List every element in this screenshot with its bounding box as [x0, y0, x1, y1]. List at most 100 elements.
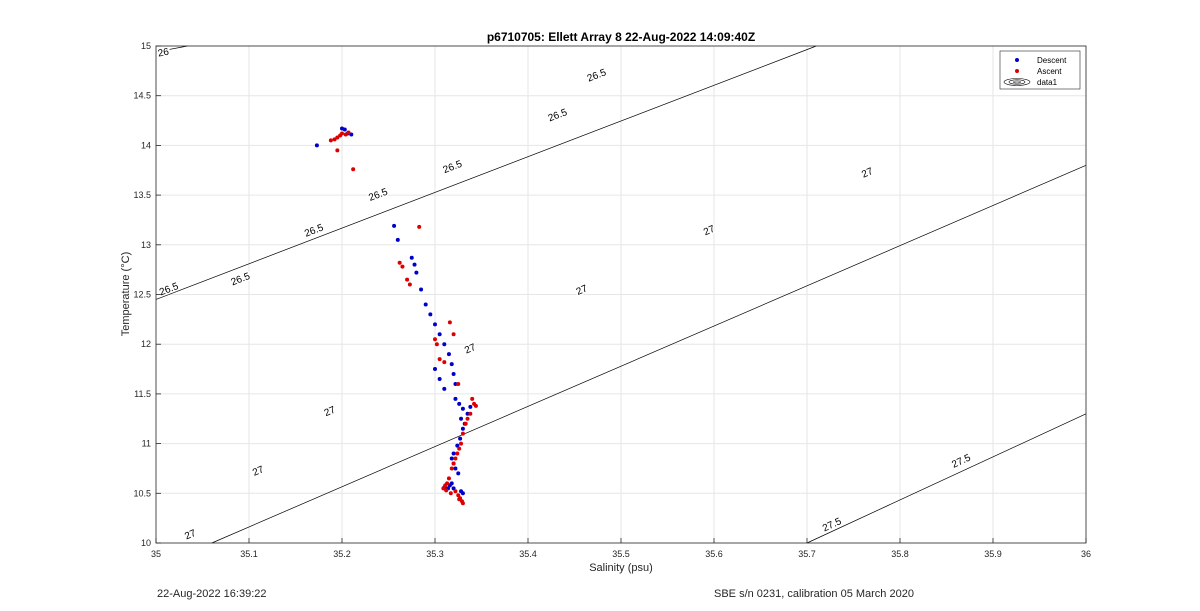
data-point-descent [442, 342, 447, 347]
data-point-ascent [455, 451, 460, 456]
y-tick-label: 12.5 [133, 290, 151, 300]
data-point-descent [395, 237, 400, 242]
y-tick-label: 10.5 [133, 488, 151, 498]
data-point-ascent [456, 493, 461, 498]
y-tick-label: 14 [141, 140, 151, 150]
contour-line-26 [155, 45, 188, 53]
data-point-descent [446, 352, 451, 357]
data-point-descent [414, 270, 419, 275]
data-point-ascent [335, 135, 340, 140]
y-tick-label: 13.5 [133, 190, 151, 200]
data-point-descent [465, 411, 470, 416]
x-tick-label: 35.6 [705, 549, 723, 559]
contour-line-27-5 [806, 413, 1087, 544]
data-point-ascent [328, 138, 333, 143]
legend-box [999, 50, 1081, 90]
data-point-ascent [460, 431, 465, 436]
data-point-descent [447, 483, 452, 488]
data-point-ascent [465, 416, 470, 421]
data-point-ascent [351, 167, 356, 172]
x-tick-label: 35.8 [891, 549, 909, 559]
data-point-descent [453, 381, 458, 386]
legend-label-ascent: Ascent [1037, 67, 1062, 76]
data-point-ascent [417, 224, 422, 229]
data-point-descent [451, 372, 456, 377]
data-point-ascent [470, 396, 475, 401]
data-point-descent [468, 404, 473, 409]
data-point-ascent [446, 476, 451, 481]
data-point-ascent [397, 260, 402, 265]
data-point-ascent [453, 456, 458, 461]
data-point-ascent [434, 342, 439, 347]
data-point-ascent [447, 320, 452, 325]
x-tick-label: 35.7 [798, 549, 816, 559]
data-point-ascent [437, 357, 442, 362]
data-point-descent [456, 471, 461, 476]
data-point-ascent [343, 132, 348, 137]
data-point-descent [314, 143, 319, 148]
contour-line-27 [211, 164, 1087, 544]
data-point-descent [437, 376, 442, 381]
y-tick-label: 13 [141, 240, 151, 250]
data-point-descent [453, 466, 458, 471]
y-tick-label: 14.5 [133, 91, 151, 101]
x-tick-label: 35.4 [519, 549, 537, 559]
data-point-ascent [449, 466, 454, 471]
data-point-ascent [335, 148, 340, 153]
data-point-ascent [340, 131, 344, 136]
data-points [314, 126, 478, 506]
y-tick-label: 10 [141, 538, 151, 548]
x-tick-label: 35.1 [240, 549, 258, 559]
data-point-descent [428, 312, 433, 317]
data-point-ascent [346, 130, 351, 135]
x-tick-label: 35.9 [984, 549, 1002, 559]
x-tick-label: 35.3 [426, 549, 444, 559]
legend-label-data1: data1 [1037, 78, 1058, 87]
x-tick-label: 35 [151, 549, 161, 559]
y-tick-label: 12 [141, 339, 151, 349]
data-point-ascent [451, 461, 456, 466]
data-point-ascent [433, 337, 437, 342]
legend-marker-ascent [1015, 69, 1019, 73]
data-point-descent [460, 491, 465, 496]
data-point-descent [349, 132, 354, 137]
data-point-descent [342, 127, 347, 132]
data-point-descent [460, 406, 465, 411]
data-point-ascent [444, 488, 449, 493]
data-point-descent [412, 262, 417, 267]
data-point-descent [433, 367, 437, 372]
data-point-ascent [443, 483, 448, 488]
data-point-descent [451, 486, 456, 491]
footer-timestamp: 22-Aug-2022 16:39:22 [157, 588, 267, 600]
data-point-descent [460, 426, 465, 431]
data-point-ascent [460, 501, 465, 506]
data-point-ascent [451, 332, 456, 337]
x-tick-label: 35.5 [612, 549, 630, 559]
footer-calibration: SBE s/n 0231, calibration 05 March 2020 [714, 588, 914, 600]
data-point-ascent [457, 446, 462, 451]
data-point-descent [442, 386, 447, 391]
y-tick-label: 11 [142, 439, 151, 449]
data-point-ascent [473, 403, 478, 408]
data-point-descent [459, 416, 464, 421]
data-point-ascent [453, 489, 458, 494]
x-tick-label: 36 [1081, 549, 1091, 559]
data-point-ascent [441, 486, 446, 491]
data-point-descent [455, 443, 460, 448]
data-point-ascent [332, 137, 337, 142]
data-point-ascent [456, 381, 461, 386]
data-point-ascent [457, 497, 462, 502]
contour-line-26-5 [155, 45, 817, 300]
data-point-descent [409, 255, 414, 260]
data-point-ascent [448, 491, 453, 496]
data-point-descent [419, 287, 424, 292]
data-point-descent [449, 456, 454, 461]
data-point-descent [392, 223, 397, 228]
data-point-descent [423, 302, 428, 307]
data-point-descent [457, 401, 462, 406]
data-point-descent [437, 332, 442, 337]
data-point-ascent [459, 441, 464, 446]
data-point-descent [451, 451, 456, 456]
data-point-ascent [405, 277, 410, 282]
